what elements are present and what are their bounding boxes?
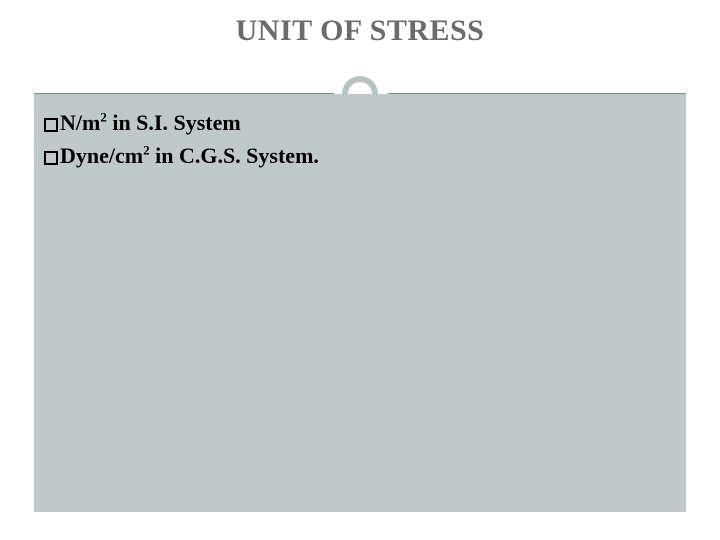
- content-box: N/m2 in S.I. System Dyne/cm2 in C.G.S. S…: [34, 94, 686, 512]
- title-area: UNIT OF STRESS: [0, 0, 720, 48]
- bullet-rest: in S.I. System: [107, 110, 241, 135]
- bullet-formula: Dyne/cm: [60, 143, 143, 168]
- bullet-text: N/m2 in S.I. System: [60, 106, 241, 139]
- bullet-item: N/m2 in S.I. System: [44, 106, 676, 139]
- bullet-formula: N/m: [60, 110, 100, 135]
- bullet-rest: in C.G.S. System.: [150, 143, 319, 168]
- bullet-text: Dyne/cm2 in C.G.S. System.: [60, 139, 319, 172]
- slide: UNIT OF STRESS N/m2 in S.I. System Dyne/…: [0, 0, 720, 540]
- slide-title: UNIT OF STRESS: [0, 14, 720, 48]
- bullet-marker-icon: [44, 151, 58, 165]
- bullet-item: Dyne/cm2 in C.G.S. System.: [44, 139, 676, 172]
- bullet-marker-icon: [44, 118, 58, 132]
